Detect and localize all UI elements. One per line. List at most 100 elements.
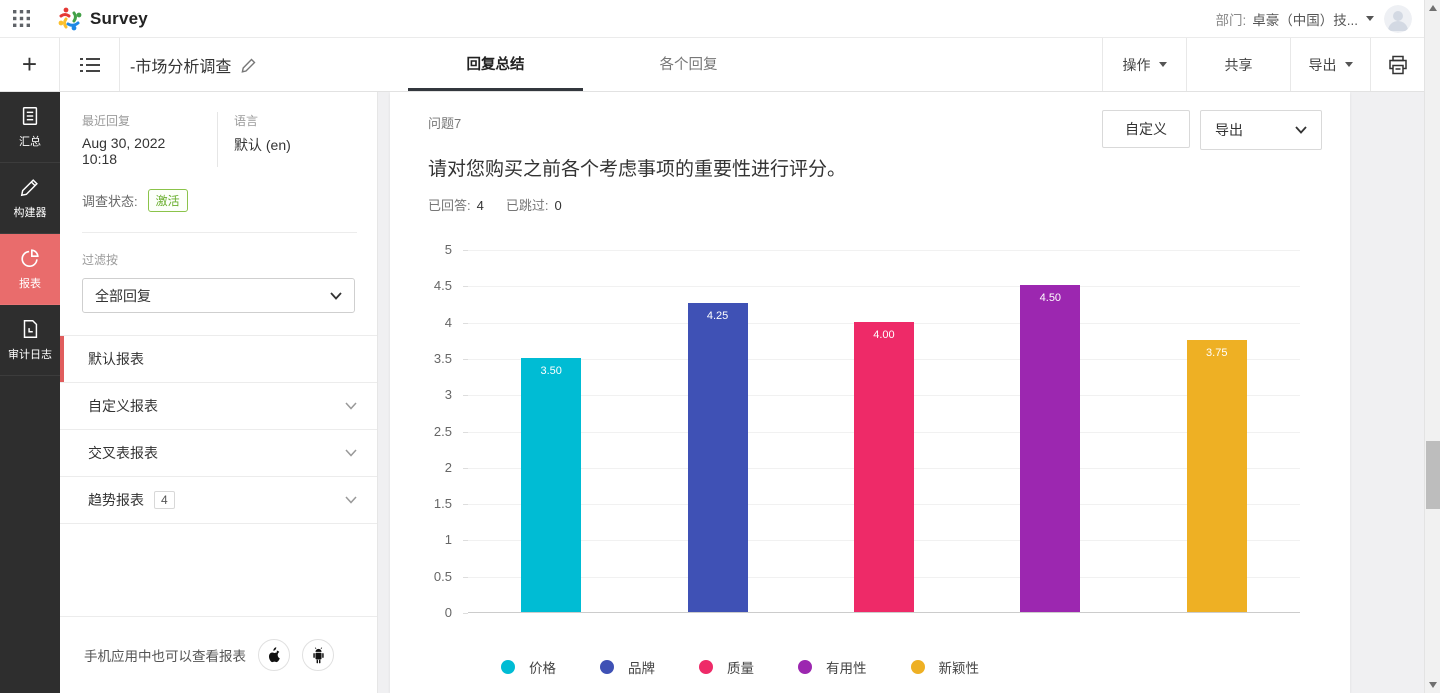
export-label: 导出	[1308, 56, 1337, 73]
mobile-apps-hint: 手机应用中也可以查看报表	[84, 649, 246, 664]
scrollbar-thumb[interactable]	[1426, 441, 1440, 509]
chart-bar[interactable]: 4.25	[687, 303, 748, 612]
chart-bar[interactable]: 4.00	[853, 321, 914, 612]
answered-value: 4	[476, 198, 484, 213]
y-axis-tick: 0	[444, 605, 452, 620]
report-label: 交叉表报表	[88, 445, 158, 461]
ios-app-button[interactable]	[258, 639, 290, 671]
chevron-down-icon	[1158, 62, 1167, 67]
recent-response-label: 最近回复	[82, 114, 131, 128]
user-silhouette-icon	[1384, 4, 1412, 33]
bar-value-label: 4.50	[1039, 292, 1062, 305]
y-axis: 5 4.5 4 3.5 3 2.5 2 1.5 1 0.5 0	[390, 242, 462, 620]
scrollbar-up-arrow[interactable]	[1425, 0, 1440, 16]
chevron-down-icon	[345, 449, 357, 457]
share-button[interactable]: 共享	[1186, 38, 1290, 91]
chart-legend: 价格 品牌 质量 有用性 新颖性	[501, 657, 1350, 677]
customize-button[interactable]: 自定义	[1102, 110, 1190, 148]
response-filter-select[interactable]: 全部回复	[82, 278, 355, 313]
edit-pencil-icon[interactable]	[241, 57, 257, 73]
legend-label: 质量	[727, 661, 754, 676]
survey-toolbar: + -市场分析调查 回复总结 各个回复 操作 共享 导出	[0, 38, 1424, 92]
chart-bar[interactable]: 4.50	[1020, 285, 1081, 612]
legend-label: 价格	[529, 661, 556, 676]
filter-selected-value: 全部回复	[95, 287, 151, 304]
share-label: 共享	[1224, 56, 1253, 73]
report-tabs: 回复总结 各个回复	[380, 38, 794, 91]
chart-bar[interactable]: 3.50	[521, 357, 582, 612]
report-label: 趋势报表	[88, 492, 144, 508]
export-menu-button[interactable]: 导出	[1290, 38, 1370, 91]
chevron-down-icon	[1366, 16, 1374, 21]
app-launcher-icon[interactable]	[0, 10, 42, 27]
legend-item[interactable]: 质量	[699, 657, 754, 677]
axis-tick-mark	[463, 540, 468, 542]
y-axis-tick: 3.5	[433, 350, 452, 366]
bar-chart: 5 4.5 4 3.5 3 2.5 2 1.5 1 0.5 0 3.50 4.25 4.00 4.50 3.…	[390, 242, 1350, 620]
legend-dot-icon	[910, 660, 925, 674]
survey-status-label: 调查状态:	[82, 194, 138, 209]
chart-plot-area: 3.50 4.25 4.00 4.50 3.75	[463, 250, 1300, 614]
report-item-default[interactable]: 默认报表	[60, 336, 377, 383]
tab-response-summary[interactable]: 回复总结	[408, 38, 583, 91]
reports-pie-chart-icon	[21, 249, 39, 268]
audit-log-icon	[23, 320, 38, 338]
report-label: 默认报表	[88, 351, 144, 367]
survey-app-logo: Survey	[56, 5, 148, 33]
department-value: 卓豪（中国）技...	[1252, 12, 1358, 28]
apple-icon	[268, 647, 280, 663]
legend-label: 新颖性	[938, 661, 980, 676]
legend-item[interactable]: 有用性	[798, 657, 867, 677]
y-axis-tick: 1.5	[433, 496, 452, 512]
bar-value-label: 4.00	[873, 328, 895, 341]
left-navigation-rail: 汇总 构建器 报表 审计日志	[0, 92, 60, 693]
y-axis-tick: 2	[444, 459, 452, 475]
axis-tick-mark	[463, 322, 468, 324]
axis-tick-mark	[463, 576, 468, 578]
operate-menu-button[interactable]: 操作	[1102, 38, 1186, 91]
scrollbar-down-arrow[interactable]	[1425, 677, 1440, 693]
sidebar-item-audit-log[interactable]: 审计日志	[0, 305, 60, 376]
avatar[interactable]	[1384, 4, 1412, 33]
android-app-button[interactable]	[302, 639, 334, 671]
print-button[interactable]	[1370, 38, 1424, 91]
sidebar-item-reports[interactable]: 报表	[0, 234, 60, 305]
chevron-down-icon	[1344, 62, 1353, 67]
language-label: 语言	[234, 114, 259, 128]
department-selector[interactable]: 部门: 卓豪（中国）技...	[1215, 9, 1374, 29]
y-axis-tick: 3	[444, 387, 452, 403]
chevron-down-icon	[1295, 126, 1307, 134]
app-name: Survey	[90, 8, 148, 28]
sidebar-item-builder[interactable]: 构建器	[0, 163, 60, 234]
sidebar-item-label: 审计日志	[8, 349, 52, 361]
legend-item[interactable]: 新颖性	[910, 657, 980, 677]
axis-tick-mark	[463, 613, 468, 614]
top-bar: Survey 部门: 卓豪（中国）技...	[0, 0, 1424, 38]
y-axis-tick: 0.5	[433, 568, 452, 584]
skipped-label: 已跳过:	[505, 198, 549, 213]
triangle-up-icon	[1429, 5, 1437, 11]
tab-individual-responses[interactable]: 各个回复	[659, 56, 718, 73]
legend-item[interactable]: 价格	[501, 657, 556, 677]
bar-value-label: 3.50	[540, 364, 562, 377]
report-item-custom[interactable]: 自定义报表	[60, 383, 377, 430]
builder-pencil-icon	[20, 179, 38, 197]
axis-tick-mark	[463, 504, 468, 506]
sidebar-item-label: 汇总	[19, 136, 41, 148]
axis-tick-mark	[463, 467, 468, 469]
survey-list-button[interactable]	[60, 38, 120, 91]
chart-export-button[interactable]: 导出	[1200, 110, 1322, 150]
gridline	[468, 286, 1300, 288]
legend-dot-icon	[699, 660, 713, 674]
legend-dot-icon	[798, 660, 812, 674]
sidebar-item-summary[interactable]: 汇总	[0, 92, 60, 163]
new-survey-button[interactable]: +	[0, 38, 60, 91]
chart-export-label: 导出	[1215, 122, 1243, 138]
legend-item[interactable]: 品牌	[600, 657, 655, 677]
page-scrollbar[interactable]	[1424, 0, 1440, 693]
chart-bar[interactable]: 3.75	[1186, 339, 1247, 612]
sidebar-item-label: 构建器	[13, 207, 47, 219]
axis-tick-mark	[463, 431, 468, 433]
report-item-crosstab[interactable]: 交叉表报表	[60, 430, 377, 477]
report-item-trend[interactable]: 趋势报表 4	[60, 477, 377, 524]
